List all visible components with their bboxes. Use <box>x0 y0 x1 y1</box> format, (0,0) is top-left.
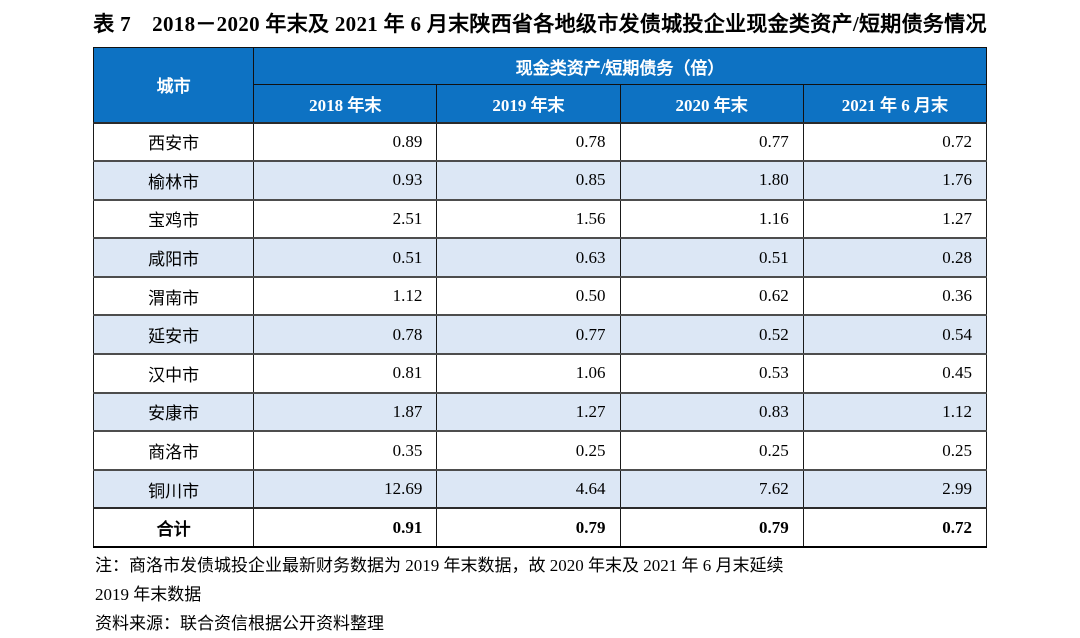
table-body: 西安市 0.89 0.78 0.77 0.72 榆林市 0.93 0.85 1.… <box>92 121 988 549</box>
table-row: 铜川市 12.69 4.64 7.62 2.99 <box>92 468 988 509</box>
city-cell: 榆林市 <box>92 160 255 200</box>
table-row: 咸阳市 0.51 0.63 0.51 0.28 <box>92 237 988 277</box>
value-cell: 2.99 <box>802 468 988 509</box>
value-cell: 0.81 <box>253 353 438 393</box>
group-header-ratio: 现金类资产/短期债务（倍） <box>253 47 987 85</box>
value-cell: 0.51 <box>253 237 438 277</box>
value-cell: 0.63 <box>436 237 621 277</box>
value-cell: 0.50 <box>436 275 621 316</box>
city-cell: 安康市 <box>92 391 255 432</box>
city-cell: 延安市 <box>92 314 255 355</box>
value-cell: 0.72 <box>802 121 988 162</box>
value-cell: 1.56 <box>436 198 621 239</box>
value-cell: 1.80 <box>619 160 804 200</box>
column-header-2018: 2018 年末 <box>253 84 438 123</box>
table-row: 安康市 1.87 1.27 0.83 1.12 <box>92 391 988 432</box>
value-cell: 0.53 <box>619 353 804 393</box>
city-cell: 商洛市 <box>92 430 255 470</box>
city-cell: 宝鸡市 <box>92 198 255 239</box>
header-group-row: 城市 现金类资产/短期债务（倍） <box>92 47 987 123</box>
city-cell: 铜川市 <box>92 468 255 509</box>
value-cell: 0.62 <box>619 275 804 316</box>
table-header: 城市 现金类资产/短期债务（倍） 2018 年末 2019 年末 2020 年末… <box>92 47 988 123</box>
value-cell: 1.27 <box>436 391 621 432</box>
value-cell: 1.12 <box>253 275 438 316</box>
value-cell: 1.87 <box>253 391 438 432</box>
value-cell: 4.64 <box>436 468 621 509</box>
value-cell: 0.85 <box>436 160 621 200</box>
value-cell: 7.62 <box>619 468 804 509</box>
column-header-2021h1: 2021 年 6 月末 <box>802 84 988 123</box>
total-value-cell: 0.72 <box>802 507 988 549</box>
table-row: 西安市 0.89 0.78 0.77 0.72 <box>92 121 988 162</box>
table-row: 榆林市 0.93 0.85 1.80 1.76 <box>92 160 988 200</box>
value-cell: 0.36 <box>802 275 988 316</box>
table-footnotes: 注：商洛市发债城投企业最新财务数据为 2019 年末数据，故 2020 年末及 … <box>95 551 1015 638</box>
table-row: 汉中市 0.81 1.06 0.53 0.45 <box>92 353 988 393</box>
total-value-cell: 0.91 <box>253 507 438 549</box>
total-value-cell: 0.79 <box>436 507 621 549</box>
header-years-row: 2018 年末 2019 年末 2020 年末 2021 年 6 月末 <box>94 84 988 123</box>
value-cell: 0.25 <box>619 430 804 470</box>
table-row: 渭南市 1.12 0.50 0.62 0.36 <box>92 275 988 316</box>
value-cell: 1.16 <box>619 198 804 239</box>
value-cell: 2.51 <box>253 198 438 239</box>
table-row: 商洛市 0.35 0.25 0.25 0.25 <box>92 430 988 470</box>
value-cell: 0.51 <box>619 237 804 277</box>
value-cell: 0.77 <box>436 314 621 355</box>
value-cell: 0.89 <box>253 121 438 162</box>
value-cell: 0.83 <box>619 391 804 432</box>
value-cell: 1.27 <box>802 198 988 239</box>
total-label-cell: 合计 <box>92 507 255 549</box>
city-cell: 渭南市 <box>92 275 255 316</box>
table-title: 表 7 2018－2020 年末及 2021 年 6 月末陕西省各地级市发债城投… <box>93 12 987 36</box>
total-value-cell: 0.79 <box>619 507 804 549</box>
value-cell: 0.78 <box>253 314 438 355</box>
value-cell: 0.78 <box>436 121 621 162</box>
value-cell: 0.28 <box>802 237 988 277</box>
city-cell: 西安市 <box>92 121 255 162</box>
source-note: 资料来源：联合资信根据公开资料整理 <box>95 614 384 633</box>
table-note-line1: 注：商洛市发债城投企业最新财务数据为 2019 年末数据，故 2020 年末及 … <box>95 556 784 575</box>
city-cell: 汉中市 <box>92 353 255 393</box>
value-cell: 1.76 <box>802 160 988 200</box>
table-note-line2: 2019 年末数据 <box>95 585 202 604</box>
table-row: 宝鸡市 2.51 1.56 1.16 1.27 <box>92 198 988 239</box>
value-cell: 0.77 <box>619 121 804 162</box>
value-cell: 0.45 <box>802 353 988 393</box>
value-cell: 0.93 <box>253 160 438 200</box>
value-cell: 1.06 <box>436 353 621 393</box>
total-row: 合计 0.91 0.79 0.79 0.72 <box>92 507 988 549</box>
column-header-2019: 2019 年末 <box>436 84 621 123</box>
column-header-city: 城市 <box>92 47 255 123</box>
value-cell: 1.12 <box>802 391 988 432</box>
value-cell: 0.25 <box>436 430 621 470</box>
value-cell: 0.35 <box>253 430 438 470</box>
value-cell: 0.25 <box>802 430 988 470</box>
cash-assets-short-debt-table: 城市 现金类资产/短期债务（倍） 2018 年末 2019 年末 2020 年末… <box>92 47 988 549</box>
city-cell: 咸阳市 <box>92 237 255 277</box>
column-header-2020: 2020 年末 <box>619 84 804 123</box>
value-cell: 0.54 <box>802 314 988 355</box>
value-cell: 12.69 <box>253 468 438 509</box>
table-row: 延安市 0.78 0.77 0.52 0.54 <box>92 314 988 355</box>
value-cell: 0.52 <box>619 314 804 355</box>
